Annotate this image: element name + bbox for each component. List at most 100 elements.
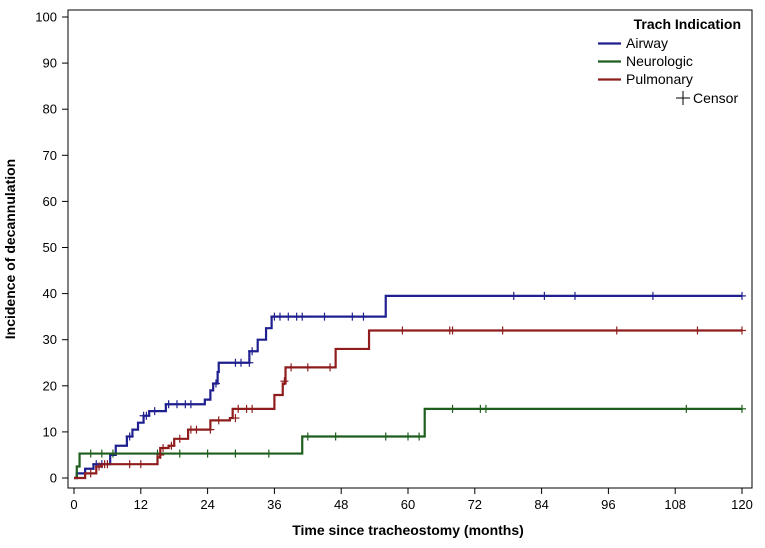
censor-mark-pulmonary bbox=[738, 326, 746, 335]
y-tick-label: 20 bbox=[43, 378, 57, 393]
censor-mark-pulmonary bbox=[498, 326, 507, 335]
censor-mark-neurologic bbox=[738, 404, 746, 413]
censor-mark-airway bbox=[359, 312, 368, 321]
censor-mark-pulmonary bbox=[86, 469, 95, 478]
x-tick-label: 0 bbox=[70, 497, 77, 512]
censor-mark-neurologic bbox=[97, 449, 106, 458]
censor-mark-airway bbox=[648, 291, 657, 300]
censor-mark-neurologic bbox=[448, 404, 457, 413]
censor-mark-airway bbox=[509, 291, 518, 300]
censor-mark-neurologic bbox=[682, 404, 691, 413]
censor-mark-pulmonary bbox=[175, 434, 184, 443]
censor-mark-airway bbox=[186, 400, 195, 409]
legend-label-censor: Censor bbox=[693, 90, 738, 106]
legend-label-neurologic: Neurologic bbox=[626, 53, 693, 69]
censor-mark-neurologic bbox=[108, 449, 117, 458]
censor-mark-neurologic bbox=[404, 432, 412, 441]
censor-mark-neurologic bbox=[86, 449, 95, 458]
censor-mark-pulmonary bbox=[398, 326, 407, 335]
censor-mark-pulmonary bbox=[214, 416, 223, 425]
series-neurologic bbox=[74, 404, 746, 480]
censor-mark-airway bbox=[142, 411, 151, 420]
x-tick-label: 24 bbox=[200, 497, 214, 512]
censor-mark-pulmonary bbox=[95, 462, 104, 471]
y-tick-label: 70 bbox=[43, 148, 57, 163]
x-tick-label: 120 bbox=[731, 497, 753, 512]
censor-mark-airway bbox=[348, 312, 357, 321]
censor-mark-pulmonary bbox=[612, 326, 621, 335]
y-tick-label: 40 bbox=[43, 286, 57, 301]
censor-mark-neurologic bbox=[264, 449, 273, 458]
series-line-neurologic bbox=[74, 407, 742, 480]
y-tick-label: 50 bbox=[43, 240, 57, 255]
legend-label-airway: Airway bbox=[626, 35, 668, 51]
censor-mark-pulmonary bbox=[167, 441, 176, 450]
censor-mark-airway bbox=[571, 291, 579, 300]
censor-mark-neurologic bbox=[231, 449, 240, 458]
censor-mark-airway bbox=[237, 358, 245, 367]
censor-mark-pulmonary bbox=[231, 414, 240, 423]
censor-mark-pulmonary bbox=[192, 425, 201, 434]
x-tick-label: 96 bbox=[601, 497, 615, 512]
series-layer bbox=[74, 291, 746, 480]
y-tick-label: 80 bbox=[43, 102, 57, 117]
series-airway bbox=[74, 291, 746, 480]
legend-label-pulmonary: Pulmonary bbox=[626, 71, 693, 87]
censor-mark-airway bbox=[150, 407, 159, 416]
y-tick-label: 0 bbox=[50, 471, 57, 486]
censor-mark-neurologic bbox=[331, 432, 340, 441]
legend: Trach Indication Airway Neurologic Pulmo… bbox=[598, 16, 741, 106]
x-tick-label: 72 bbox=[468, 497, 482, 512]
y-tick-label: 90 bbox=[43, 56, 57, 71]
censor-mark-airway bbox=[540, 291, 549, 300]
censor-mark-airway bbox=[284, 312, 293, 321]
censor-mark-neurologic bbox=[203, 449, 212, 458]
x-tick-label: 60 bbox=[401, 497, 415, 512]
legend-title: Trach Indication bbox=[634, 16, 741, 32]
censor-mark-airway bbox=[245, 358, 254, 367]
censor-mark-pulmonary bbox=[103, 460, 112, 469]
censor-mark-pulmonary bbox=[125, 460, 134, 469]
x-tick-label: 36 bbox=[267, 497, 281, 512]
series-line-airway bbox=[74, 294, 742, 480]
censor-mark-pulmonary bbox=[280, 377, 289, 386]
censor-mark-pulmonary bbox=[693, 326, 702, 335]
censor-mark-airway bbox=[320, 312, 329, 321]
legend-censor-icon bbox=[676, 91, 690, 105]
censor-mark-pulmonary bbox=[156, 450, 165, 459]
censor-mark-pulmonary bbox=[448, 326, 457, 335]
x-tick-label: 48 bbox=[334, 497, 348, 512]
x-axis: 0 12 24 36 48 60 72 84 96 108 120 bbox=[70, 488, 753, 512]
y-tick-label: 60 bbox=[43, 194, 57, 209]
censor-mark-airway bbox=[298, 312, 307, 321]
x-axis-title: Time since tracheostomy (months) bbox=[292, 522, 524, 538]
censor-mark-airway bbox=[164, 400, 173, 409]
censor-mark-airway bbox=[172, 400, 181, 409]
x-tick-label: 84 bbox=[534, 497, 548, 512]
y-tick-label: 10 bbox=[43, 424, 57, 439]
censor-mark-airway bbox=[275, 312, 284, 321]
censor-mark-pulmonary bbox=[206, 425, 215, 434]
censor-mark-pulmonary bbox=[326, 363, 335, 372]
censor-mark-neurologic bbox=[175, 449, 184, 458]
censor-mark-airway bbox=[738, 291, 746, 300]
censor-mark-pulmonary bbox=[287, 363, 296, 372]
x-tick-label: 12 bbox=[134, 497, 148, 512]
x-tick-label: 108 bbox=[664, 497, 686, 512]
censor-mark-neurologic bbox=[381, 432, 390, 441]
censor-mark-pulmonary bbox=[234, 404, 243, 413]
censor-mark-airway bbox=[125, 432, 134, 441]
y-axis-title: Incidence of decannulation bbox=[2, 159, 18, 339]
censor-mark-airway bbox=[211, 379, 220, 388]
y-tick-label: 30 bbox=[43, 332, 57, 347]
series-pulmonary bbox=[74, 326, 746, 480]
censor-mark-neurologic bbox=[481, 404, 490, 413]
censor-mark-neurologic bbox=[415, 432, 424, 441]
censor-mark-neurologic bbox=[303, 432, 312, 441]
y-axis: 0 10 20 30 40 50 60 70 80 90 100 bbox=[35, 10, 68, 486]
censor-mark-pulmonary bbox=[136, 460, 145, 469]
censor-mark-pulmonary bbox=[248, 404, 257, 413]
censor-mark-pulmonary bbox=[159, 444, 168, 453]
censor-mark-airway bbox=[248, 347, 257, 356]
